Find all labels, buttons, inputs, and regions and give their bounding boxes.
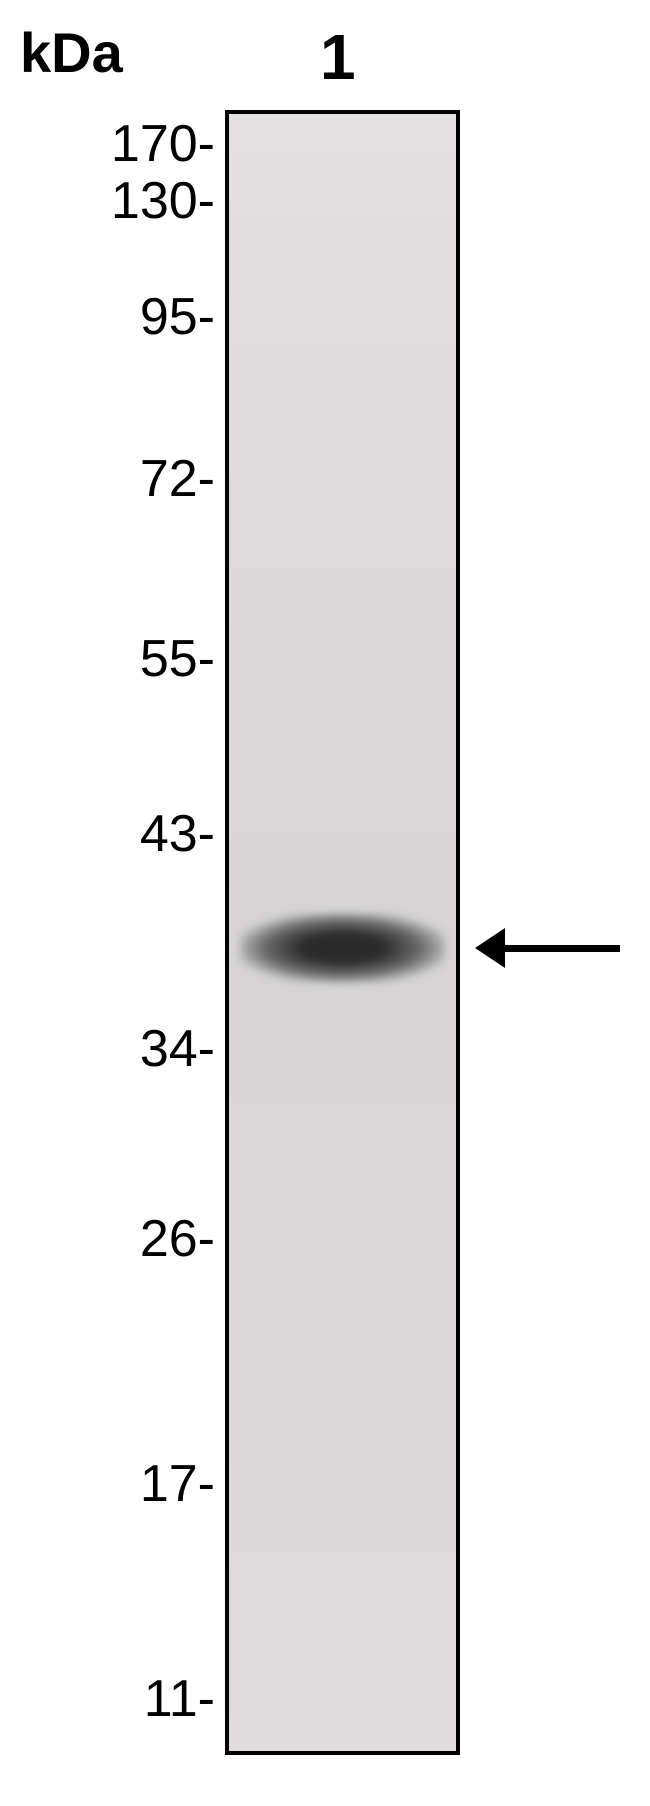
mw-marker-43: 43-	[55, 804, 215, 864]
mw-marker-130: 130-	[55, 171, 215, 231]
mw-marker-17: 17-	[55, 1454, 215, 1514]
mw-marker-26: 26-	[55, 1209, 215, 1269]
mw-marker-34: 34-	[55, 1019, 215, 1079]
protein-band	[240, 913, 445, 983]
mw-marker-95: 95-	[55, 287, 215, 347]
mw-marker-11: 11-	[55, 1669, 215, 1729]
unit-label: kDa	[20, 20, 123, 85]
mw-marker-55: 55-	[55, 629, 215, 689]
band-arrow-shaft	[505, 945, 620, 952]
mw-marker-170: 170-	[55, 114, 215, 174]
band-arrow-head	[475, 928, 505, 968]
mw-marker-72: 72-	[55, 449, 215, 509]
western-blot-figure: kDa 1 170-130- 95- 72- 55- 43- 34- 26- 17- 11-	[0, 0, 650, 1806]
lane-1-header: 1	[320, 20, 356, 94]
